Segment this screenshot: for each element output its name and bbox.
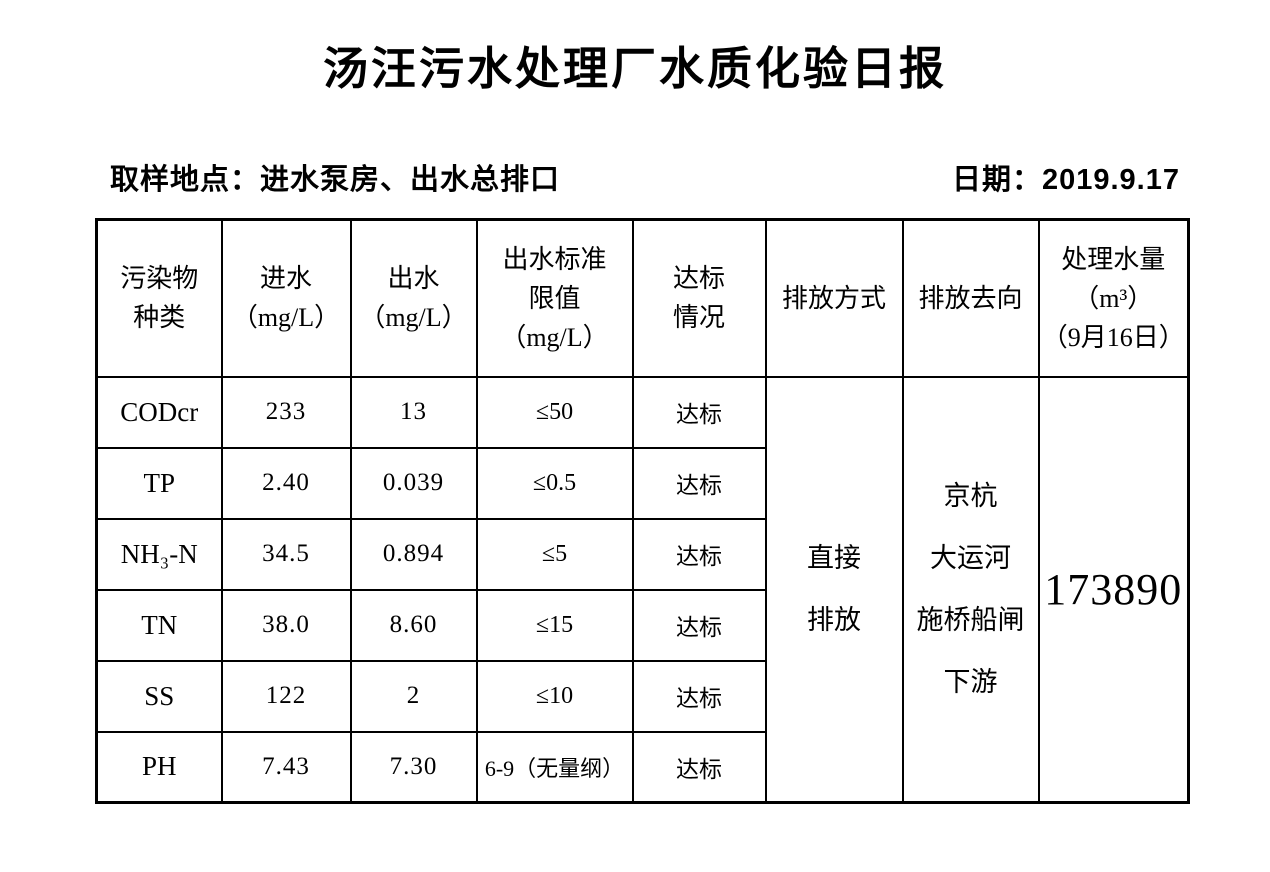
date-label: 日期：2019.9.17 [951, 164, 1180, 196]
header-effluent-line2: （mg/L） [359, 303, 468, 333]
header-influent-line2: （mg/L） [231, 303, 341, 333]
water-quality-table: 污染物 种类 进水 （mg/L） 出水 （mg/L） 出水标准 限值 （mg/L… [95, 218, 1190, 804]
cell-effluent: 8.60 [349, 588, 478, 662]
table-row: SS 122 2 ≤10 达标 [95, 659, 1189, 733]
table-row: TP 2.40 0.039 ≤0.5 达标 [95, 446, 1189, 520]
header-effluent: 出水 （mg/L） [349, 218, 478, 378]
header-influent: 进水 （mg/L） [220, 218, 352, 378]
header-pollutant-type: 污染物 种类 [95, 218, 223, 378]
table-row: CODcr 233 13 ≤50 达标 直接 排放 京杭 大运河 施桥船闸 下游… [95, 375, 1190, 804]
sampling-location-label: 取样地点：进水泵房、出水总排口 [110, 164, 561, 196]
cell-discharge-destination: 京杭 大运河 施桥船闸 下游 [901, 375, 1040, 804]
cell-limit: ≤50 [475, 375, 634, 449]
cell-influent: 122 [220, 659, 352, 733]
header-treated-volume: 处理水量 （m³） （9月16日） [1037, 218, 1190, 378]
header-compliance: 达标 情况 [631, 218, 767, 378]
header-influent-line1: 进水 [259, 264, 312, 294]
cell-limit: 6-9（无量纲） [475, 730, 634, 804]
header-treated-volume-line3: （9月16日） [1041, 322, 1185, 352]
cell-effluent: 0.894 [349, 517, 478, 591]
cell-pollutant: PH [95, 730, 223, 804]
cell-effluent: 13 [349, 375, 478, 449]
cell-pollutant: CODcr [95, 375, 223, 449]
header-discharge-destination: 排放去向 [901, 218, 1040, 378]
cell-effluent: 7.30 [349, 730, 478, 804]
page-title: 汤汪污水处理厂水质化验日报 [322, 43, 947, 94]
cell-compliance: 达标 [631, 446, 767, 520]
header-pollutant-type-line2: 种类 [133, 303, 186, 333]
header-treated-volume-line1: 处理水量 [1061, 244, 1166, 274]
discharge-destination-line4: 下游 [943, 667, 998, 698]
cell-limit: ≤10 [475, 659, 634, 733]
cell-pollutant: TP [95, 446, 223, 520]
header-discharge-mode: 排放方式 [764, 218, 904, 378]
cell-compliance: 达标 [631, 588, 767, 662]
meta-row: 取样地点：进水泵房、出水总排口 日期：2019.9.17 [110, 156, 1180, 198]
cell-influent: 233 [220, 375, 352, 449]
table-row: TN 38.0 8.60 ≤15 达标 [95, 588, 1189, 662]
discharge-destination-line2: 大运河 [930, 543, 1011, 574]
cell-pollutant: TN [95, 588, 223, 662]
header-effluent-limit-line1: 出水标准 [502, 244, 607, 274]
header-pollutant-type-line1: 污染物 [120, 264, 199, 294]
header-effluent-line1: 出水 [387, 264, 440, 294]
cell-compliance: 达标 [631, 659, 767, 733]
discharge-destination-line1: 京杭 [943, 481, 998, 512]
cell-treated-volume: 173890 [1037, 375, 1190, 804]
cell-influent: 7.43 [220, 730, 352, 804]
table-row: PH 7.43 7.30 6-9（无量纲） 达标 [95, 730, 1189, 804]
cell-effluent: 0.039 [349, 446, 478, 520]
cell-effluent: 2 [349, 659, 478, 733]
discharge-destination-line3: 施桥船闸 [916, 605, 1025, 636]
cell-pollutant: NH₃-N [95, 517, 223, 591]
header-effluent-limit: 出水标准 限值 （mg/L） [475, 218, 634, 378]
header-effluent-limit-line3: （mg/L） [500, 322, 609, 352]
cell-influent: 2.40 [220, 446, 352, 520]
cell-compliance: 达标 [631, 517, 767, 591]
header-compliance-line1: 达标 [672, 264, 725, 294]
discharge-mode-line1: 直接 [807, 543, 861, 574]
cell-limit: ≤15 [475, 588, 634, 662]
cell-limit: ≤5 [475, 517, 634, 591]
cell-pollutant: SS [95, 659, 223, 733]
header-effluent-limit-line2: 限值 [528, 283, 581, 313]
table-header-row: 污染物 种类 进水 （mg/L） 出水 （mg/L） 出水标准 限值 （mg/L… [95, 218, 1190, 378]
cell-influent: 34.5 [220, 517, 352, 591]
discharge-mode-line2: 排放 [807, 605, 861, 636]
cell-compliance: 达标 [631, 730, 767, 804]
header-compliance-line2: 情况 [672, 303, 725, 333]
cell-limit: ≤0.5 [475, 446, 634, 520]
header-treated-volume-line2: （m³） [1073, 283, 1154, 313]
cell-influent: 38.0 [220, 588, 352, 662]
cell-discharge-mode: 直接 排放 [764, 375, 904, 804]
table-row: NH₃-N 34.5 0.894 ≤5 达标 [95, 517, 1189, 591]
cell-compliance: 达标 [631, 375, 767, 449]
